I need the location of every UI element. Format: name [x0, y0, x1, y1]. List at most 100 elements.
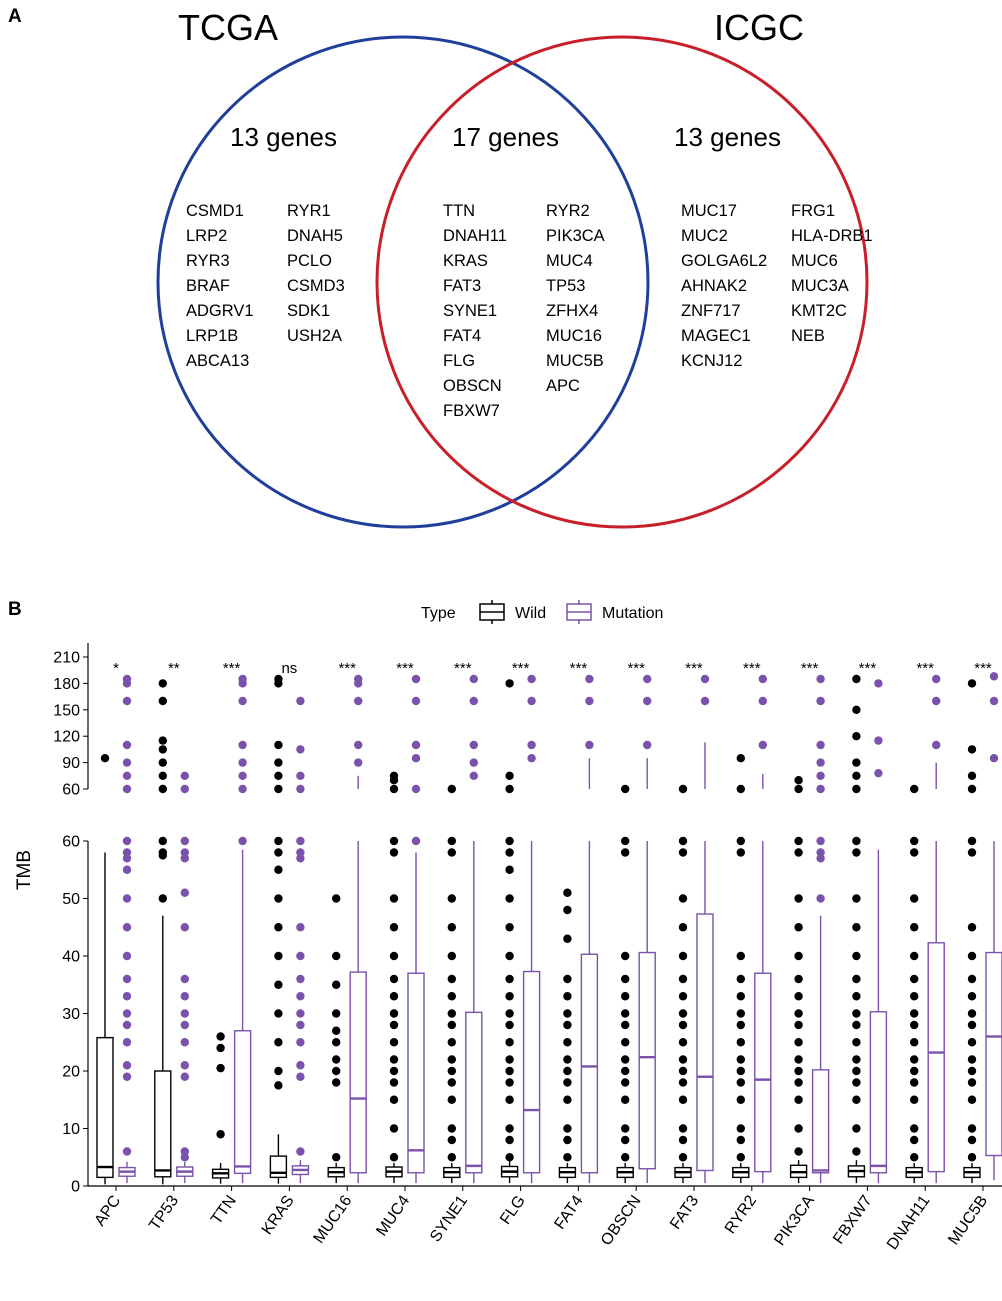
icgc-only-gene: GOLGA6L2	[681, 252, 767, 270]
outlier-point	[852, 923, 861, 932]
outlier-point	[274, 980, 283, 989]
outlier-point	[621, 1095, 630, 1104]
wild-box	[963, 1163, 981, 1184]
wild-box	[847, 1160, 866, 1184]
outlier-point	[621, 951, 630, 961]
outlier-point	[910, 951, 919, 961]
outlier-point	[678, 1055, 688, 1064]
outlier-point	[736, 1095, 745, 1104]
outlier-point	[332, 1026, 341, 1035]
outlier-point	[296, 836, 305, 846]
outlier-point	[469, 674, 478, 684]
outlier-point	[122, 951, 132, 961]
shared-gene: MUC16	[546, 327, 602, 345]
outlier-point	[332, 1078, 341, 1087]
outlier-point	[180, 854, 189, 863]
outlier-point	[910, 848, 919, 857]
outlier-point	[238, 836, 247, 846]
shared-gene: FAT4	[443, 327, 481, 345]
outlier-point	[122, 894, 132, 903]
outlier-point	[180, 1147, 189, 1156]
outlier-point	[910, 1055, 919, 1064]
lower-y-tick-label: 60	[62, 834, 80, 851]
outlier-point	[505, 894, 514, 903]
icgc-only-gene: MUC17	[681, 202, 737, 220]
outlier-point	[967, 745, 977, 754]
icgc-only-gene: MUC2	[681, 227, 728, 245]
outlier-point	[621, 1153, 630, 1162]
outlier-point	[122, 865, 132, 874]
x-tick-label: FBXW7	[830, 1192, 876, 1247]
outlier-point	[621, 1020, 630, 1030]
outlier-point	[794, 992, 803, 1001]
outlier-point	[274, 784, 283, 794]
outlier-point	[678, 784, 688, 794]
outlier-point	[794, 1055, 803, 1064]
tcga-only-gene: ABCA13	[186, 352, 249, 370]
mutation-box	[291, 1160, 310, 1184]
mutation-box	[985, 841, 1002, 1181]
outlier-point	[216, 1043, 225, 1053]
wild-box	[732, 1163, 750, 1184]
outlier-point	[563, 1038, 572, 1047]
outlier-point	[505, 1135, 514, 1145]
x-tick-label: OBSCN	[598, 1193, 645, 1249]
outlier-point	[621, 1009, 630, 1018]
outlier-point	[447, 894, 456, 903]
outlier-point	[563, 1020, 572, 1030]
outlier-point	[354, 674, 363, 684]
outlier-point	[910, 1078, 919, 1087]
shared-gene: DNAH11	[443, 227, 507, 245]
outlier-point	[967, 771, 977, 780]
outlier-point	[389, 992, 399, 1001]
shared-gene: OBSCN	[443, 377, 502, 395]
outlier-point	[527, 696, 536, 706]
outlier-point	[354, 758, 363, 767]
outlier-point	[910, 923, 919, 932]
outlier-point	[678, 1066, 688, 1076]
outlier-point	[563, 974, 572, 984]
icgc-title: ICGC	[714, 7, 804, 48]
outlier-point	[794, 1020, 803, 1030]
outlier-point	[505, 784, 514, 794]
lower-y-tick-label: 10	[62, 1121, 80, 1138]
shared-gene: RYR2	[546, 202, 590, 220]
outlier-point	[816, 674, 825, 684]
outlier-point	[180, 992, 189, 1001]
outlier-point	[332, 1038, 341, 1047]
outlier-point	[180, 784, 189, 794]
wild-box	[674, 1163, 692, 1184]
box-iqr	[96, 1036, 114, 1179]
outlier-point	[852, 1095, 861, 1104]
outlier-point	[967, 679, 977, 688]
outlier-point	[447, 951, 456, 961]
outlier-point	[852, 992, 861, 1001]
outlier-point	[736, 848, 745, 857]
outlier-point	[505, 923, 514, 932]
mutation-box	[465, 841, 483, 1184]
x-tick-label: FAT4	[552, 1192, 587, 1232]
outlier-point	[505, 951, 514, 961]
outlier-point	[122, 974, 132, 984]
outlier-point	[794, 776, 803, 785]
outlier-point	[238, 674, 247, 684]
x-tick-label: TP53	[146, 1192, 182, 1233]
y-axis-label: TMB	[14, 850, 35, 890]
significance-label: ***	[396, 660, 414, 677]
outlier-point	[794, 1009, 803, 1018]
outlier-point	[389, 836, 399, 846]
wild-box	[443, 1163, 461, 1184]
mutation-box	[696, 841, 714, 1184]
outlier-point	[296, 992, 305, 1001]
outlier-point	[910, 894, 919, 903]
outlier-point	[180, 974, 189, 984]
outlier-point	[296, 848, 305, 857]
outlier-point	[389, 1078, 399, 1087]
outlier-point	[158, 745, 167, 754]
outlier-point	[967, 1153, 977, 1162]
outlier-point	[180, 848, 189, 857]
outlier-point	[989, 754, 999, 763]
outlier-point	[447, 1009, 456, 1018]
outlier-point	[794, 1095, 803, 1104]
